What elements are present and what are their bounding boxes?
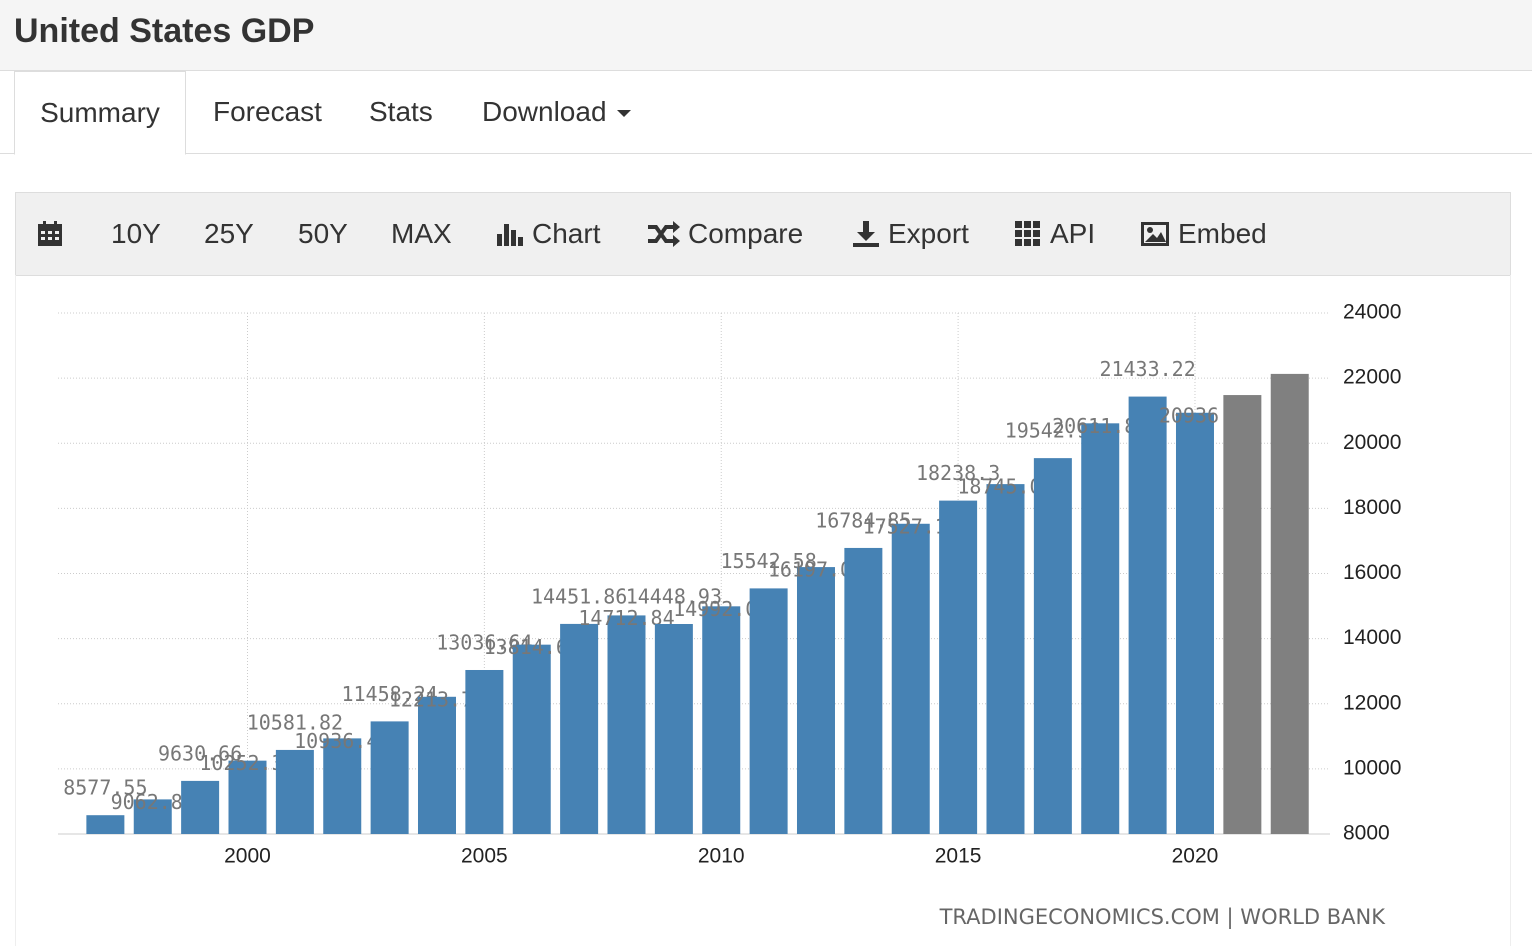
range-button[interactable]: 10Y — [111, 193, 161, 275]
page-title: United States GDP — [14, 12, 315, 50]
x-tick-label: 2010 — [698, 845, 745, 868]
data-label: 8577.55 — [63, 776, 147, 800]
image-icon — [1141, 222, 1169, 246]
bar — [323, 738, 362, 834]
y-tick-label: 20000 — [1343, 431, 1401, 454]
bar — [181, 780, 220, 834]
bar — [417, 696, 456, 834]
calendar-button[interactable] — [36, 193, 64, 275]
compare-button[interactable]: Compare — [646, 193, 803, 275]
bar — [465, 669, 504, 834]
data-label: 14451.86 — [531, 584, 627, 608]
data-label: 10581.82 — [247, 710, 343, 734]
source-label: TRADINGECONOMICS.COM | WORLD BANK — [939, 905, 1387, 930]
button-label: Export — [888, 218, 969, 249]
bar — [1033, 458, 1072, 834]
tab-label: Download — [482, 96, 607, 127]
export-button[interactable]: Export — [852, 193, 969, 275]
bar — [1223, 395, 1262, 834]
y-tick-label: 12000 — [1343, 691, 1401, 714]
tabs: Summary Forecast Stats Download — [0, 71, 1532, 155]
range-button[interactable]: MAX — [391, 193, 452, 275]
y-tick-label: 24000 — [1343, 301, 1401, 324]
shuffle-icon — [648, 221, 680, 247]
data-label: 9630.66 — [158, 741, 242, 765]
embed-button[interactable]: Embed — [1140, 193, 1267, 275]
grid-icon — [1015, 221, 1040, 246]
bar — [1175, 412, 1214, 834]
tab[interactable]: Forecast — [213, 96, 322, 127]
bar — [749, 588, 788, 834]
api-button[interactable]: API — [1014, 193, 1095, 275]
y-tick-label: 10000 — [1343, 756, 1401, 779]
x-tick-label: 2020 — [1172, 845, 1219, 868]
bar — [939, 500, 978, 834]
bar — [844, 547, 883, 834]
range-button[interactable]: 25Y — [204, 193, 254, 275]
bar — [796, 567, 835, 834]
bar — [133, 799, 172, 834]
y-tick-label: 14000 — [1343, 626, 1401, 649]
download-icon — [853, 221, 879, 247]
bar — [654, 624, 693, 834]
range-button[interactable]: 50Y — [298, 193, 348, 275]
button-label: Compare — [688, 218, 804, 249]
button-label: API — [1050, 218, 1096, 249]
button-label: Embed — [1178, 218, 1267, 249]
caret-icon — [616, 110, 631, 118]
toolbar: 10Y 25Y 50Y MAX Chart Compare Export API… — [15, 192, 1511, 276]
bar — [275, 749, 314, 834]
bar — [1081, 423, 1120, 834]
range-label: 50Y — [298, 218, 348, 249]
x-tick-label: 2015 — [935, 845, 982, 868]
bar — [370, 721, 409, 834]
bar — [228, 760, 267, 834]
bar — [607, 615, 646, 834]
y-tick-label: 8000 — [1343, 822, 1390, 845]
x-tick-label: 2005 — [461, 845, 508, 868]
chart-panel — [15, 275, 1511, 946]
bar — [986, 484, 1025, 834]
data-label: 9062.82 — [111, 790, 195, 814]
chart-icon — [497, 224, 523, 246]
tab[interactable]: Stats — [369, 96, 433, 127]
data-label: 21433.22 — [1099, 357, 1195, 381]
range-label: MAX — [391, 218, 452, 249]
bar — [702, 606, 741, 834]
chart: 8000 10000 12000 14000 16000 18000 20000 22000 2… — [58, 301, 1401, 930]
button-label: Chart — [532, 218, 601, 249]
header: United States GDP — [0, 0, 1532, 71]
tab-dropdown[interactable]: Download — [482, 71, 631, 153]
bar — [512, 644, 551, 834]
y-tick-label: 16000 — [1343, 561, 1401, 584]
y-tick-label: 18000 — [1343, 496, 1401, 519]
bar — [1128, 396, 1167, 834]
x-tick-label: 2000 — [224, 845, 271, 868]
range-label: 10Y — [111, 218, 161, 249]
chart-button[interactable]: Chart — [496, 193, 600, 275]
data-label: 14448.93 — [626, 585, 722, 609]
calendar-icon — [38, 221, 62, 246]
bar — [1270, 373, 1309, 834]
tab[interactable]: Summary — [14, 71, 186, 155]
bar — [891, 523, 930, 834]
data-label: 18238.3 — [916, 461, 1000, 485]
data-label: 20936. — [1159, 403, 1231, 427]
bar — [86, 815, 125, 834]
y-tick-label: 22000 — [1343, 366, 1401, 389]
bar — [560, 623, 599, 834]
range-label: 25Y — [204, 218, 254, 249]
